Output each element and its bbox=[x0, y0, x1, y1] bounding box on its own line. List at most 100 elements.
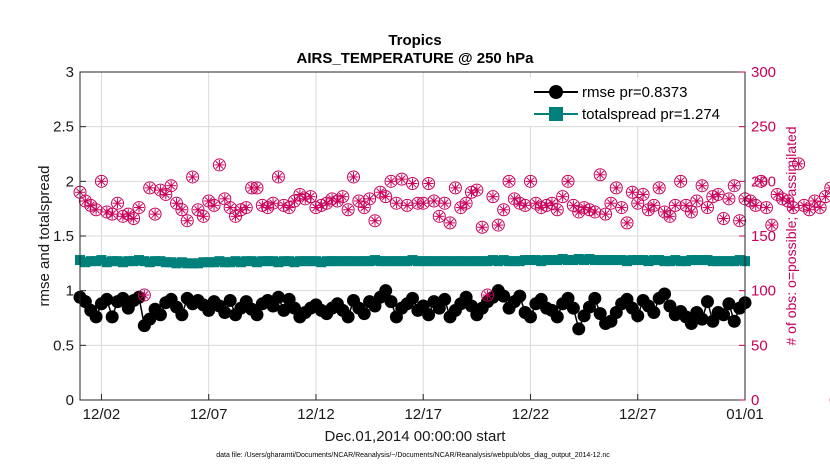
spread-point bbox=[117, 257, 128, 268]
obs-point bbox=[561, 174, 575, 188]
obs-point bbox=[94, 174, 108, 188]
rmse-point bbox=[561, 291, 575, 305]
spread-point bbox=[552, 255, 563, 266]
spread-point bbox=[273, 257, 284, 268]
rmse-point bbox=[153, 308, 167, 322]
obs-point bbox=[288, 194, 302, 208]
rmse-point bbox=[588, 291, 602, 305]
spread-point bbox=[219, 257, 230, 268]
spread-point bbox=[681, 256, 692, 267]
obs-point bbox=[186, 170, 200, 184]
obs-point bbox=[497, 203, 511, 217]
obs-point bbox=[384, 174, 398, 188]
spread-point bbox=[203, 257, 214, 268]
spread-point bbox=[702, 255, 713, 266]
obs-point bbox=[593, 168, 607, 182]
data-file-footnote: data file: /Users/gharamti/Documents/NCA… bbox=[216, 452, 610, 459]
x-tick-label: 12/17 bbox=[404, 406, 442, 423]
legend-spread-marker bbox=[549, 107, 563, 121]
spread-point bbox=[466, 256, 477, 267]
spread-point bbox=[155, 256, 166, 267]
obs-point bbox=[159, 187, 173, 201]
y-tick-label: 3 bbox=[66, 64, 74, 81]
spread-point bbox=[445, 256, 456, 267]
spread-point bbox=[80, 257, 91, 268]
obs-point bbox=[523, 174, 537, 188]
obs-point bbox=[727, 179, 741, 193]
x-tick-label: 12/27 bbox=[619, 406, 657, 423]
spread-point bbox=[616, 255, 627, 266]
spread-point bbox=[461, 256, 472, 267]
spread-point bbox=[278, 256, 289, 267]
obs-point bbox=[207, 198, 221, 212]
spread-point bbox=[257, 256, 268, 267]
spread-point bbox=[568, 255, 579, 266]
y-right-tick-label: 50 bbox=[751, 337, 768, 354]
obs-point bbox=[84, 198, 98, 212]
spread-point bbox=[407, 255, 418, 266]
spread-point bbox=[520, 255, 531, 266]
obs-point bbox=[218, 192, 232, 206]
obs-point bbox=[271, 170, 285, 184]
rmse-point bbox=[700, 295, 714, 309]
obs-point bbox=[416, 196, 430, 210]
series-1 bbox=[75, 253, 750, 269]
spread-point bbox=[225, 257, 236, 268]
spread-point bbox=[729, 256, 740, 267]
spread-point bbox=[198, 257, 209, 268]
obs-point bbox=[615, 201, 629, 215]
obs-point bbox=[550, 203, 564, 217]
spread-point bbox=[600, 255, 611, 266]
spread-point bbox=[579, 255, 590, 266]
spread-point bbox=[182, 258, 193, 269]
rmse-point bbox=[384, 295, 398, 309]
rmse-point bbox=[695, 312, 709, 326]
spread-point bbox=[643, 256, 654, 267]
spread-point bbox=[589, 255, 600, 266]
spread-point bbox=[128, 256, 139, 267]
spread-point bbox=[369, 255, 380, 266]
spread-point bbox=[563, 255, 574, 266]
spread-point bbox=[337, 256, 348, 267]
spread-point bbox=[691, 255, 702, 266]
spread-point bbox=[734, 255, 745, 266]
x-tick-label: 12/22 bbox=[512, 406, 550, 423]
obs-point bbox=[363, 192, 377, 206]
obs-point bbox=[813, 201, 827, 215]
obs-point bbox=[427, 194, 441, 208]
rmse-point bbox=[550, 310, 564, 324]
spread-point bbox=[584, 253, 595, 264]
spread-point bbox=[160, 257, 171, 268]
spread-point bbox=[316, 257, 327, 268]
spread-point bbox=[300, 256, 311, 267]
y-right-tick-label: 0 bbox=[751, 392, 759, 409]
obs-point bbox=[668, 198, 682, 212]
spread-point bbox=[96, 255, 107, 266]
obs-point bbox=[180, 214, 194, 228]
spread-point bbox=[176, 257, 187, 268]
spread-point bbox=[112, 256, 123, 267]
obs-point bbox=[636, 187, 650, 201]
rmse-point bbox=[357, 307, 371, 321]
y-right-tick-label: 100 bbox=[751, 283, 776, 300]
spread-point bbox=[101, 257, 112, 268]
spread-point bbox=[428, 256, 439, 267]
obs-point bbox=[89, 203, 103, 217]
obs-point bbox=[733, 214, 747, 228]
spread-point bbox=[418, 256, 429, 267]
spread-point bbox=[139, 256, 150, 267]
rmse-point bbox=[438, 292, 452, 306]
obs-point bbox=[663, 209, 677, 223]
obs-point bbox=[674, 174, 688, 188]
spread-point bbox=[85, 256, 96, 267]
spread-point bbox=[348, 256, 359, 267]
y-axis-label-left: rmse and totalspread bbox=[36, 166, 53, 307]
rmse-point bbox=[513, 289, 527, 303]
spread-point bbox=[386, 256, 397, 267]
spread-point bbox=[294, 256, 305, 267]
spread-point bbox=[214, 256, 225, 267]
spread-point bbox=[327, 256, 338, 267]
y-tick-label: 1.5 bbox=[53, 228, 74, 245]
legend: rmse pr=0.8373 totalspread pr=1.274 bbox=[527, 78, 737, 126]
rmse-point bbox=[223, 294, 237, 308]
